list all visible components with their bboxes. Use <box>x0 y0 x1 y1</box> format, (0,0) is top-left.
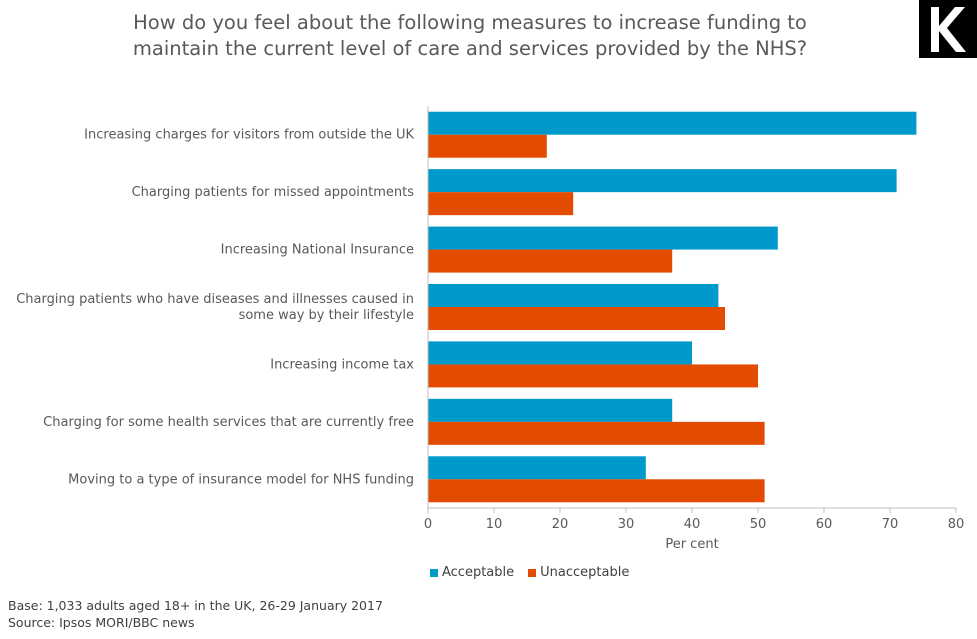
category-label-1-line-1: Increasing charges for visitors from out… <box>84 128 414 143</box>
x-tick-label-70: 70 <box>882 517 899 532</box>
footnote-source: Source: Ipsos MORI/BBC news <box>8 615 195 630</box>
bar-acceptable-6 <box>428 398 673 422</box>
category-label-2-line-1: Charging patients for missed appointment… <box>132 185 415 200</box>
legend-label-acceptable: Acceptable <box>442 565 515 580</box>
bar-chart: Increasing charges for visitors from out… <box>16 106 965 552</box>
bar-unacceptable-7 <box>428 479 765 503</box>
chart-title: How do you feel about the following meas… <box>40 10 900 62</box>
bar-unacceptable-1 <box>428 134 547 158</box>
category-label-7-line-1: Moving to a type of insurance model for … <box>68 472 414 487</box>
category-label-4-line-2: some way by their lifestyle <box>239 308 414 323</box>
x-tick-label-50: 50 <box>750 517 767 532</box>
bar-acceptable-1 <box>428 111 917 135</box>
legend-swatch-unacceptable <box>528 568 537 577</box>
footnotes: Base: 1,033 adults aged 18+ in the UK, 2… <box>8 597 383 631</box>
x-tick-label-40: 40 <box>684 517 701 532</box>
bar-acceptable-2 <box>428 169 897 193</box>
legend-swatch-acceptable <box>430 568 438 577</box>
bar-unacceptable-4 <box>428 307 725 330</box>
bar-acceptable-3 <box>428 226 778 250</box>
brand-logo-k-icon <box>931 7 966 52</box>
category-label-4-line-1: Charging patients who have diseases and … <box>16 292 414 307</box>
x-tick-label-20: 20 <box>552 517 569 532</box>
legend-item-unacceptable: Unacceptable <box>528 565 629 580</box>
legend-item-acceptable: Acceptable <box>430 565 514 580</box>
x-tick-label-60: 60 <box>816 517 833 532</box>
category-label-6-line-1: Charging for some health services that a… <box>43 415 414 430</box>
x-tick-label-10: 10 <box>486 517 503 532</box>
bar-acceptable-4 <box>428 284 719 307</box>
category-label-5-line-1: Increasing income tax <box>270 357 414 372</box>
category-label-3-line-1: Increasing National Insurance <box>221 243 414 258</box>
x-axis-title: Per cent <box>665 537 718 552</box>
bar-unacceptable-5 <box>428 364 758 388</box>
bar-unacceptable-6 <box>428 421 765 445</box>
footnote-base: Base: 1,033 adults aged 18+ in the UK, 2… <box>8 598 383 613</box>
bar-unacceptable-2 <box>428 192 574 216</box>
brand-logo <box>919 0 977 58</box>
bar-acceptable-7 <box>428 456 646 480</box>
x-tick-label-30: 30 <box>618 517 635 532</box>
x-tick-label-0: 0 <box>424 517 432 532</box>
chart-title-line-2: maintain the current level of care and s… <box>132 37 808 60</box>
legend-label-unacceptable: Unacceptable <box>540 565 630 580</box>
chart-title-line-1: How do you feel about the following meas… <box>133 11 807 34</box>
x-tick-label-80: 80 <box>948 517 965 532</box>
bar-unacceptable-3 <box>428 249 673 273</box>
chart-legend: Acceptable Unacceptable <box>430 565 629 580</box>
bar-acceptable-5 <box>428 341 692 365</box>
